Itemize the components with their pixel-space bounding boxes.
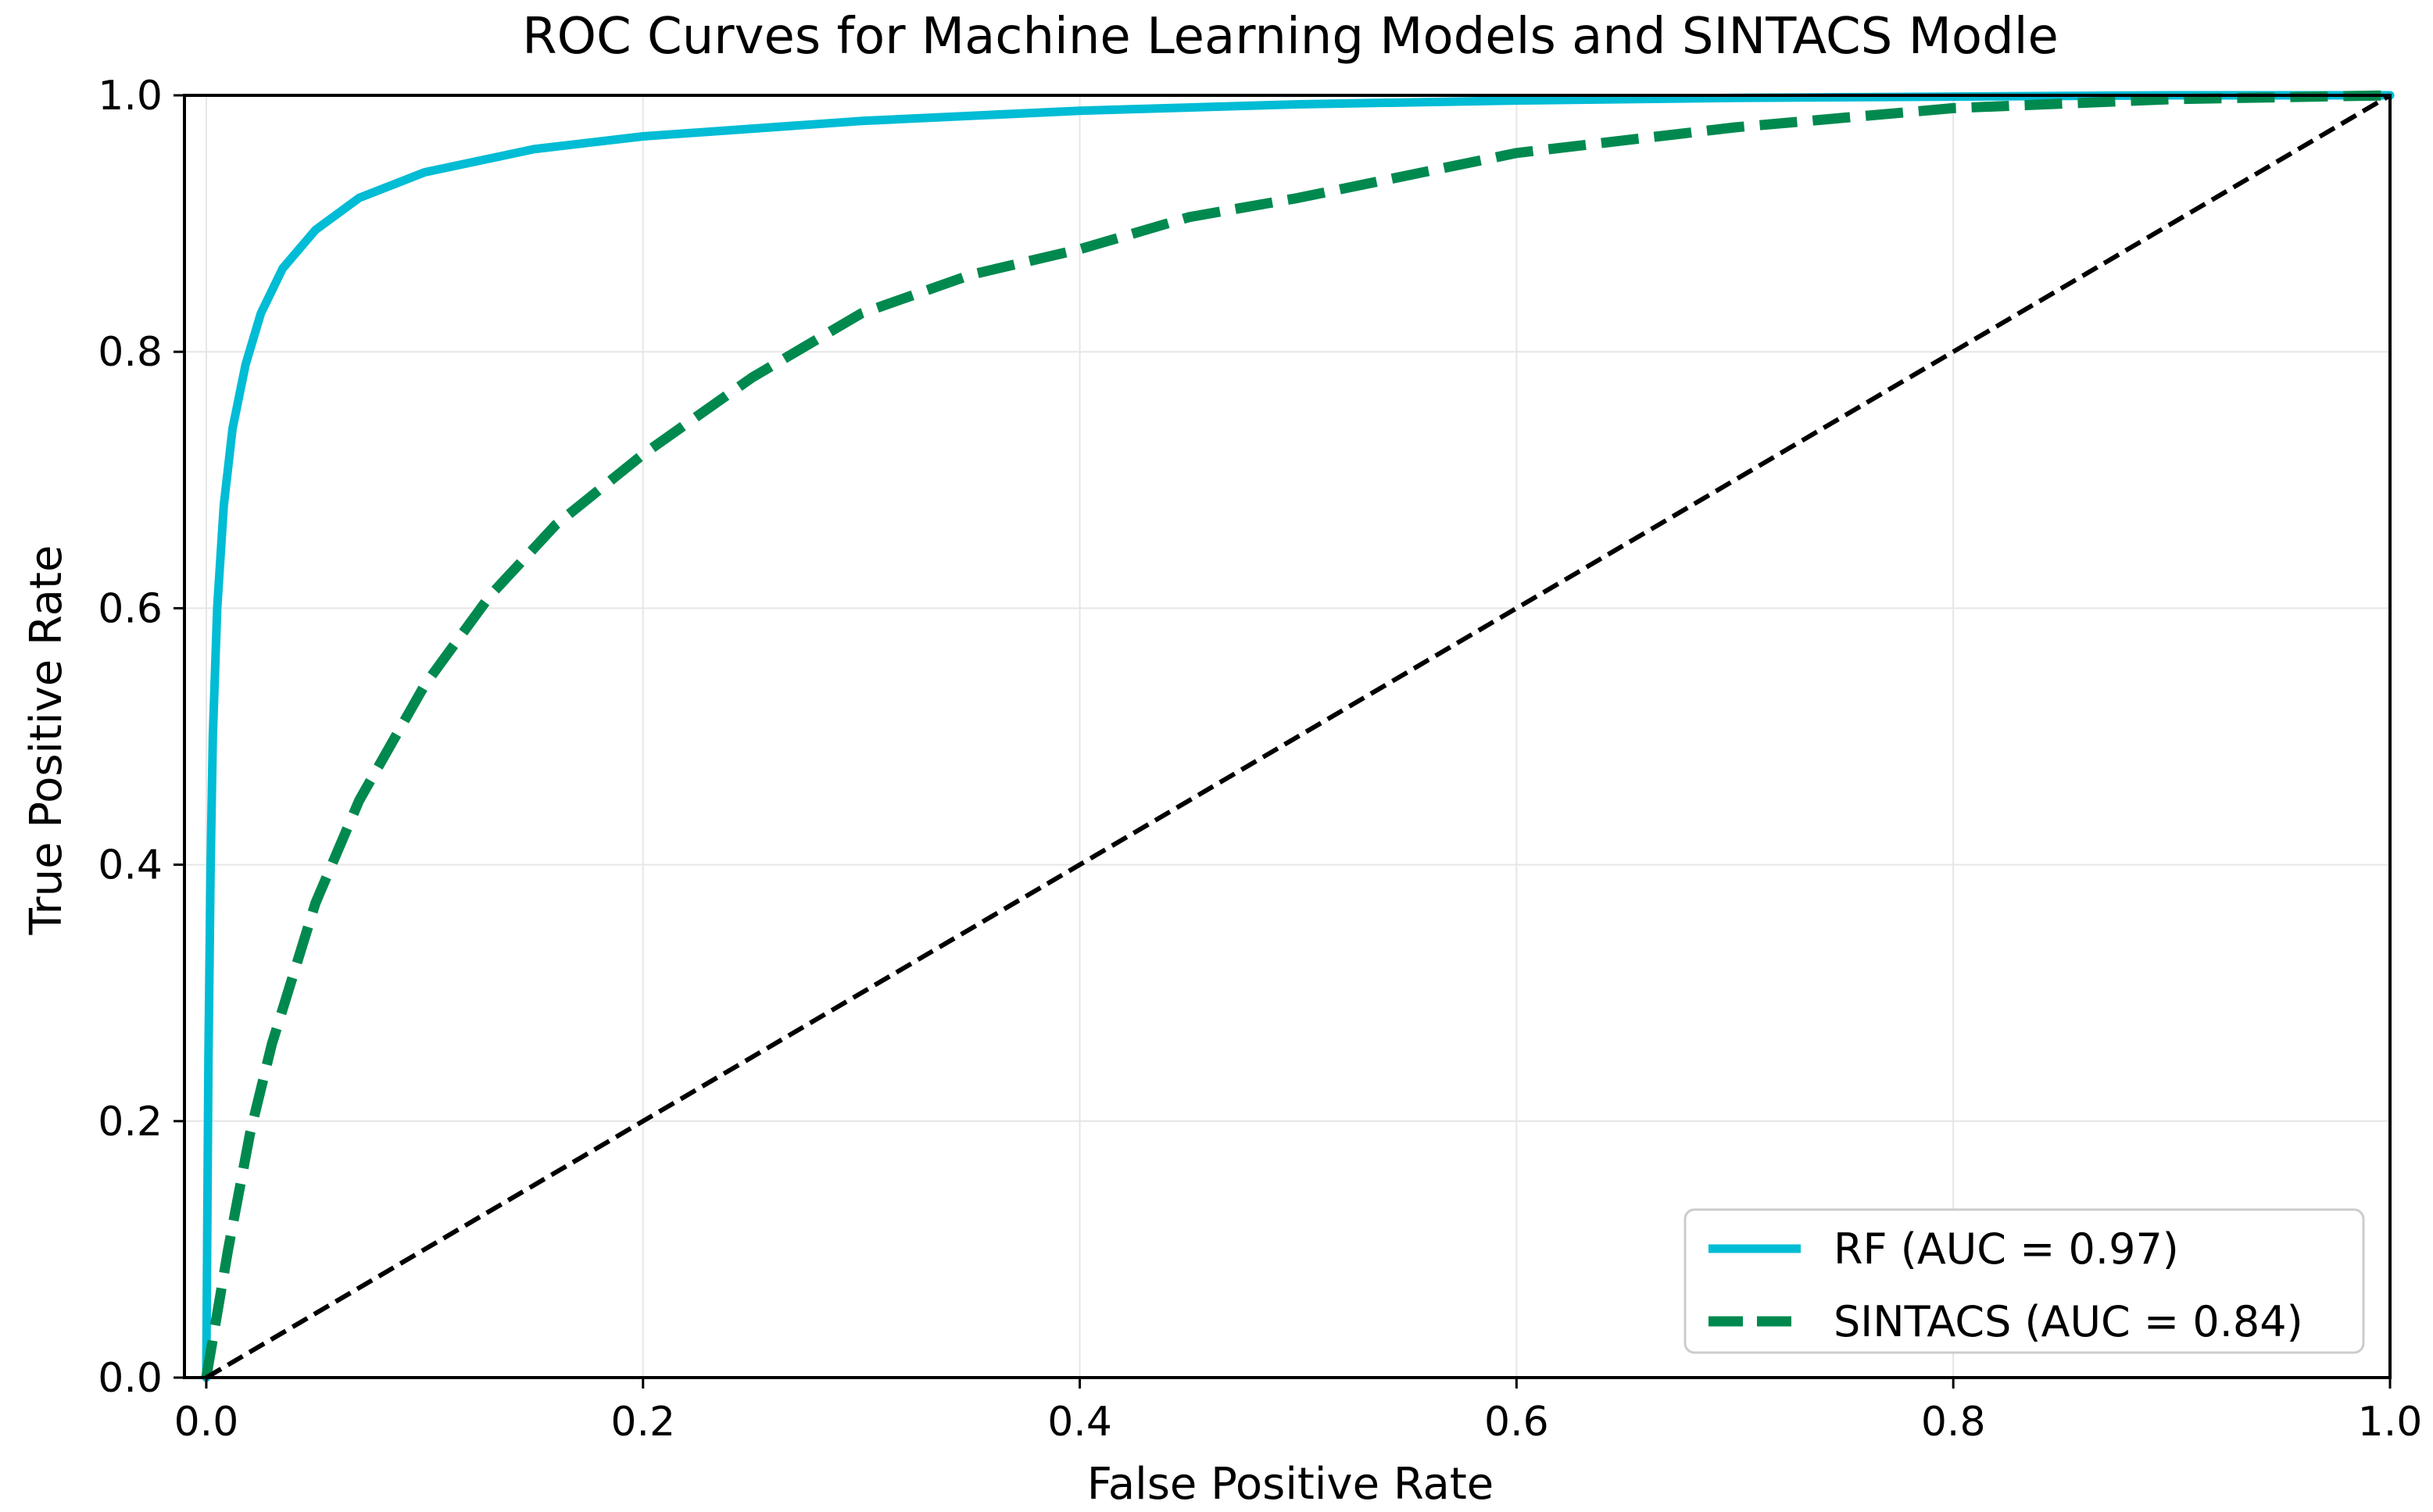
x-tick-label: 0.0 (174, 1399, 239, 1446)
legend-label-rf: RF (AUC = 0.97) (1834, 1224, 2179, 1274)
axes-layer (183, 94, 2392, 1379)
series-line-sintacs (201, 90, 2391, 1379)
legend-box (1683, 1208, 2365, 1354)
series-line-rf (202, 91, 2395, 1382)
legend-entries: RF (AUC = 0.97) SINTACS (AUC = 0.84) (1708, 1224, 2303, 1346)
x-tick-label: 0.2 (610, 1399, 675, 1446)
legend: RF (AUC = 0.97) SINTACS (AUC = 0.84) (1683, 1208, 2365, 1354)
y-axis-label: True Positive Rate (21, 545, 72, 936)
y-tick-label: 1.0 (98, 73, 163, 120)
y-tick-label: 0.6 (98, 585, 163, 632)
x-tick-label: 0.8 (1921, 1399, 1986, 1446)
x-tick-label: 1.0 (2358, 1399, 2423, 1446)
series-line-chance (205, 93, 2392, 1380)
y-tick-label: 0.4 (98, 842, 163, 889)
x-tick-label: 0.4 (1047, 1399, 1112, 1446)
y-tick-label: 0.2 (98, 1099, 163, 1146)
series-layer (201, 90, 2395, 1382)
grid-layer (184, 95, 2391, 1378)
y-tick-label: 0.0 (98, 1355, 163, 1402)
chart-title: ROC Curves for Machine Learning Models a… (522, 8, 2059, 66)
ticks-layer: 0.0 0.2 0.4 0.6 0.8 1.0 0.0 0.2 0.4 0.6 0.8 1.0 (98, 73, 2422, 1446)
y-tick-label: 0.8 (98, 329, 163, 376)
x-tick-label: 0.6 (1484, 1399, 1549, 1446)
x-axis-label: False Positive Rate (1087, 1459, 1494, 1510)
legend-label-sintacs: SINTACS (AUC = 0.84) (1834, 1297, 2303, 1346)
plot-frame (183, 94, 2392, 1379)
